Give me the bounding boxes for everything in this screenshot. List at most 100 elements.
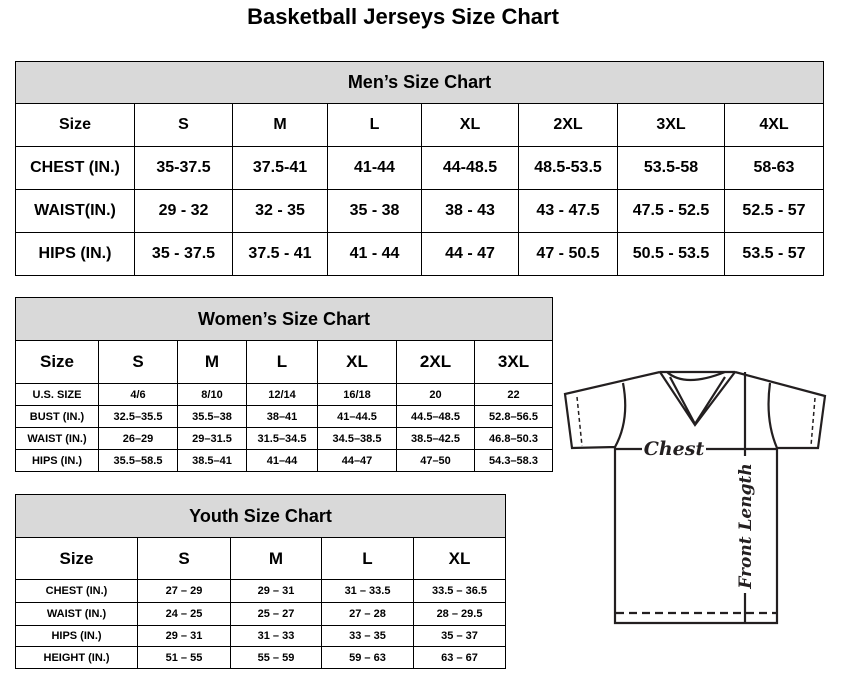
table-cell: L xyxy=(246,340,318,384)
table-cell: 37.5 - 41 xyxy=(232,232,328,276)
table-cell: 50.5 - 53.5 xyxy=(617,232,725,276)
table-cell: 12/14 xyxy=(246,383,318,406)
table-cell: 3XL xyxy=(617,103,725,147)
table-cell: 38–41 xyxy=(246,405,318,428)
table-cell: 4XL xyxy=(724,103,824,147)
table-cell: M xyxy=(232,103,328,147)
youth-chart-title: Youth Size Chart xyxy=(14,494,507,538)
table-cell: 24 – 25 xyxy=(137,602,231,626)
table-cell: 41–44 xyxy=(246,449,318,472)
table-cell: 44–47 xyxy=(317,449,397,472)
table-cell: 22 xyxy=(473,383,554,406)
table-cell: 34.5–38.5 xyxy=(317,427,397,450)
table-cell: 29 – 31 xyxy=(137,625,231,647)
table-cell: 35-37.5 xyxy=(134,146,233,190)
table-cell: S xyxy=(98,340,178,384)
table-cell: M xyxy=(177,340,247,384)
table-cell: 2XL xyxy=(396,340,475,384)
table-cell: 33 – 35 xyxy=(321,625,414,647)
table-cell: XL xyxy=(317,340,397,384)
table-cell: 43 - 47.5 xyxy=(518,189,618,233)
table-cell: 38 - 43 xyxy=(421,189,519,233)
mens-chart-title: Men’s Size Chart xyxy=(15,61,824,104)
table-cell: 52.8–56.5 xyxy=(473,405,554,428)
table-cell: 29–31.5 xyxy=(177,427,247,450)
table-cell: 55 – 59 xyxy=(230,646,322,669)
table-cell: M xyxy=(230,537,322,580)
table-cell: 53.5-58 xyxy=(617,146,725,190)
table-cell: 41 - 44 xyxy=(327,232,422,276)
table-cell: 51 – 55 xyxy=(137,646,231,669)
chest-label: Chest xyxy=(644,438,705,460)
table-cell: 37.5-41 xyxy=(232,146,328,190)
row-label: WAIST (IN.) xyxy=(15,602,138,626)
table-row: WAIST(IN.) 29 - 32 32 - 35 35 - 38 38 - 43 43… xyxy=(15,189,824,233)
row-label: U.S. SIZE xyxy=(15,383,99,406)
row-label: HIPS (IN.) xyxy=(15,449,99,472)
table-cell: L xyxy=(327,103,422,147)
page-title: Basketball Jerseys Size Chart xyxy=(247,4,559,29)
table-cell: 35 - 38 xyxy=(327,189,422,233)
mens-size-table: Men’s Size Chart Size S M L XL 2XL 3XL 4XL CHEST… xyxy=(15,61,824,276)
table-cell: 38.5–42.5 xyxy=(396,427,475,450)
table-cell: 52.5 - 57 xyxy=(724,189,824,233)
row-label: CHEST (IN.) xyxy=(15,579,138,603)
table-cell: 27 – 28 xyxy=(321,602,414,626)
table-cell: 63 – 67 xyxy=(412,646,507,669)
table-cell: 3XL xyxy=(473,340,554,384)
table-cell: 44 - 47 xyxy=(421,232,519,276)
table-cell: 35.5–38 xyxy=(177,405,247,428)
womens-size-table: Women’s Size Chart Size S M L XL 2XL 3XL U.S. S… xyxy=(14,297,554,472)
table-cell: 32.5–35.5 xyxy=(98,405,178,428)
table-cell: 31 – 33 xyxy=(230,625,322,647)
table-cell: 41-44 xyxy=(327,146,422,190)
table-row: HIPS (IN.) 29 – 31 31 – 33 33 – 35 35 – 37 xyxy=(15,625,507,647)
table-cell: 33.5 – 36.5 xyxy=(412,579,507,603)
front-length-label: Front Length xyxy=(736,463,756,589)
table-cell: 53.5 - 57 xyxy=(724,232,824,276)
table-cell: 26–29 xyxy=(98,427,178,450)
table-row: HIPS (IN.) 35 - 37.5 37.5 - 41 41 - 44 44 - … xyxy=(15,232,824,276)
row-label: CHEST (IN.) xyxy=(15,146,135,190)
table-cell: 31 – 33.5 xyxy=(321,579,414,603)
table-cell: 54.3–58.3 xyxy=(473,449,554,472)
table-cell: 58-63 xyxy=(724,146,824,190)
table-cell: 27 – 29 xyxy=(137,579,231,603)
table-cell: 35 - 37.5 xyxy=(134,232,233,276)
table-cell: 47.5 - 52.5 xyxy=(617,189,725,233)
table-cell: 48.5-53.5 xyxy=(518,146,618,190)
table-row: U.S. SIZE 4/6 8/10 12/14 16/18 20 22 xyxy=(15,383,554,406)
row-label: HIPS (IN.) xyxy=(15,625,138,647)
table-cell: 4/6 xyxy=(98,383,178,406)
header-row: Size S M L XL 2XL 3XL xyxy=(15,340,554,384)
table-row: HIPS (IN.) 35.5–58.5 38.5–41 41–44 44–47 47–5… xyxy=(15,449,554,472)
table-cell: 2XL xyxy=(518,103,618,147)
table-row: WAIST (IN.) 24 – 25 25 – 27 27 – 28 28 – 29.… xyxy=(15,602,507,626)
table-cell: S xyxy=(134,103,233,147)
table-cell: 38.5–41 xyxy=(177,449,247,472)
table-row: CHEST (IN.) 35-37.5 37.5-41 41-44 44-48.5 48.… xyxy=(15,146,824,190)
row-label: WAIST(IN.) xyxy=(15,189,135,233)
row-label: Size xyxy=(15,537,138,580)
table-cell: 31.5–34.5 xyxy=(246,427,318,450)
row-label: Size xyxy=(15,340,99,384)
table-cell: 32 - 35 xyxy=(232,189,328,233)
table-cell: 16/18 xyxy=(317,383,397,406)
table-row: HEIGHT (IN.) 51 – 55 55 – 59 59 – 63 63 – 67 xyxy=(15,646,507,669)
table-cell: 59 – 63 xyxy=(321,646,414,669)
table-cell: 20 xyxy=(396,383,475,406)
table-cell: 47 - 50.5 xyxy=(518,232,618,276)
row-label: WAIST (IN.) xyxy=(15,427,99,450)
youth-size-table: Youth Size Chart Size S M L XL CHEST (IN.) 27 … xyxy=(14,494,507,669)
table-cell: 46.8–50.3 xyxy=(473,427,554,450)
table-row: WAIST (IN.) 26–29 29–31.5 31.5–34.5 34.5–38.… xyxy=(15,427,554,450)
table-row: CHEST (IN.) 27 – 29 29 – 31 31 – 33.5 33.5 –… xyxy=(15,579,507,603)
row-label: BUST (IN.) xyxy=(15,405,99,428)
table-cell: 8/10 xyxy=(177,383,247,406)
table-cell: 29 - 32 xyxy=(134,189,233,233)
row-label: HEIGHT (IN.) xyxy=(15,646,138,669)
table-cell: 47–50 xyxy=(396,449,475,472)
table-cell: 44-48.5 xyxy=(421,146,519,190)
table-cell: 41–44.5 xyxy=(317,405,397,428)
table-cell: L xyxy=(321,537,414,580)
